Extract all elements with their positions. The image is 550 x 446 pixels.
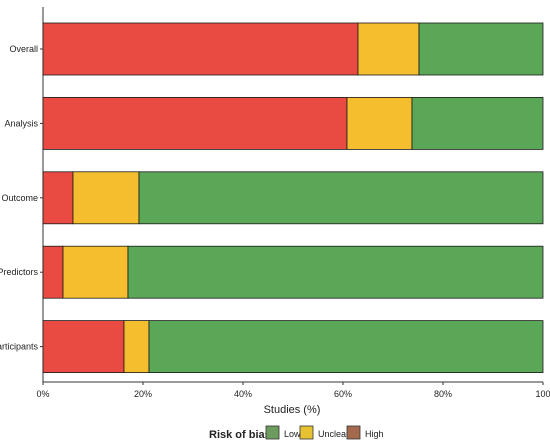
x-axis: 0% 20% 40% 60% 80% 100	[36, 382, 550, 399]
x-tick-label: 20%	[134, 389, 152, 399]
y-axis-labels: Overall Analysis Outcome Predictors Particip…	[0, 44, 43, 352]
bar-unclear-participants	[123, 320, 150, 374]
legend-label-unclear: Unclear	[318, 429, 349, 439]
legend-label-high: High	[365, 429, 384, 439]
bar-stacks	[42, 22, 544, 374]
x-tick-label: 0%	[36, 389, 49, 399]
bar-high-outcome	[42, 171, 74, 225]
x-tick-label: 40%	[234, 389, 252, 399]
bar-unclear-analysis	[346, 97, 413, 150]
bar-low-outcome	[138, 171, 544, 225]
bar-low-analysis	[411, 97, 544, 150]
x-tick-label: 100	[535, 389, 550, 399]
bar-low-predictors	[127, 245, 544, 299]
bar-high-analysis	[42, 97, 348, 150]
bar-unclear-predictors	[62, 245, 129, 299]
bar-high-overall	[42, 22, 359, 76]
y-tick-label-overall: Overall	[9, 44, 38, 54]
bar-unclear-overall	[357, 22, 420, 76]
x-axis-title: Studies (%)	[264, 404, 321, 416]
x-tick-label: 60%	[334, 389, 352, 399]
legend-swatch-high	[346, 425, 361, 440]
legend-swatch-unclear	[299, 425, 314, 440]
bar-low-participants	[148, 320, 544, 374]
legend-label-low: Low	[284, 429, 301, 439]
y-tick-label-outcome: Outcome	[1, 193, 38, 203]
y-tick-label-participants: Participants	[0, 342, 38, 352]
y-tick-label-analysis: Analysis	[4, 118, 38, 128]
legend: Risk of bias Low Unclear High	[209, 425, 384, 441]
bar-high-predictors	[42, 245, 64, 299]
y-tick-label-predictors: Predictors	[0, 267, 38, 277]
bar-high-participants	[42, 320, 125, 374]
bar-low-overall	[418, 22, 544, 76]
legend-swatch-low	[265, 425, 280, 440]
x-tick-label: 80%	[434, 389, 452, 399]
legend-title: Risk of bias	[209, 429, 271, 441]
bar-unclear-outcome	[72, 171, 140, 225]
